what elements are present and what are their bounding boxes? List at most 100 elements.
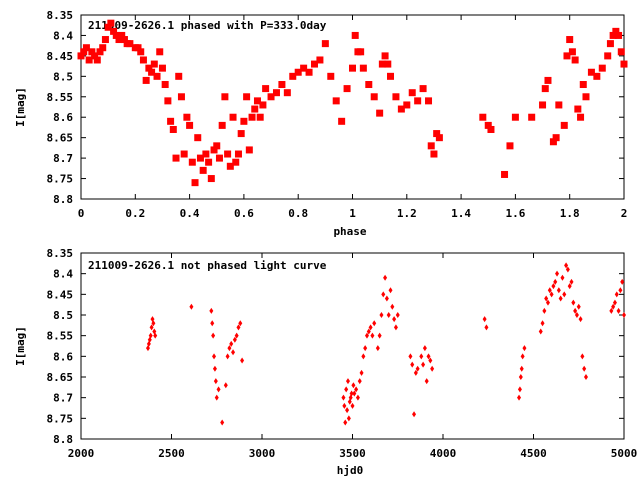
phased-data-point: [161, 81, 169, 89]
phased-data-point: [221, 93, 229, 101]
unphased-ticks: 2000 2500 3000 3500 4000 4500 5000 8.35 8.4 8.45 8…: [47, 247, 638, 460]
unphased-y-tick-label: 8.6: [53, 350, 73, 363]
unphased-data-point: [212, 365, 217, 372]
phased-data-point: [560, 121, 568, 129]
unphased-data-point: [350, 402, 355, 409]
unphased-data-point: [223, 382, 228, 389]
phased-data-point: [430, 150, 438, 158]
phased-y-tick-label: 8.4: [53, 29, 73, 42]
phased-data-point: [376, 109, 384, 117]
phased-data-point: [305, 68, 313, 76]
unphased-data-point: [622, 312, 626, 318]
unphased-data-point: [571, 299, 576, 306]
unphased-data-point: [614, 291, 619, 298]
unphased-data-point: [343, 419, 348, 426]
unphased-plot-title: 211009-2626.1 not phased light curve: [88, 259, 327, 272]
phased-data-point: [107, 19, 115, 27]
phased-data-point: [215, 154, 223, 162]
unphased-data-point: [359, 369, 364, 376]
unphased-data-point: [538, 328, 543, 335]
unphased-data-point: [549, 291, 554, 298]
unphased-data-point: [562, 291, 567, 298]
unphased-data-point: [153, 332, 158, 339]
phased-data-point: [606, 40, 614, 48]
unphased-data-point: [379, 312, 384, 318]
unphased-plot-frame: [80, 252, 625, 440]
phased-data-point: [93, 56, 101, 64]
phased-data-point: [245, 146, 253, 154]
phased-data-point: [511, 113, 519, 121]
unphased-data-point: [344, 386, 349, 393]
unphased-data-point: [428, 357, 433, 364]
unphased-data-point: [370, 332, 375, 339]
phased-data-point: [224, 150, 232, 158]
phased-data-point: [381, 52, 389, 60]
phased-data-point: [294, 68, 302, 76]
unphased-data-point: [484, 324, 489, 331]
unphased-data-point: [482, 316, 487, 323]
phased-data-point: [427, 142, 435, 150]
phased-data-point: [99, 44, 107, 52]
unphased-data-point: [232, 336, 237, 343]
phased-x-tick-label: 0.4: [180, 207, 200, 220]
phased-data-point: [218, 121, 226, 129]
unphased-data-point: [522, 345, 527, 352]
phased-data-point: [142, 76, 150, 84]
phased-data-point: [571, 56, 579, 64]
phased-data-point: [186, 121, 194, 129]
phased-data-point: [164, 97, 172, 105]
phased-data-point: [272, 89, 280, 97]
phased-data-point: [349, 64, 356, 72]
unphased-data-point: [519, 365, 524, 372]
unphased-data-point: [612, 299, 617, 306]
unphased-x-tick-label: 4000: [430, 447, 457, 460]
phased-data-point: [387, 72, 395, 80]
unphased-data-point: [395, 312, 400, 318]
phased-x-tick-label: 0.2: [125, 207, 145, 220]
phased-data-point: [126, 40, 134, 48]
unphased-data-point: [238, 320, 243, 327]
unphased-x-axis-label: hjd0: [337, 464, 364, 477]
phased-data-point: [487, 125, 495, 133]
unphased-data-point: [209, 307, 214, 314]
unphased-data-point: [366, 328, 371, 335]
unphased-data-point: [410, 361, 415, 368]
unphased-data-point: [364, 332, 369, 339]
phased-data-point: [213, 142, 221, 150]
unphased-data-point: [551, 283, 556, 290]
phased-data-point: [199, 166, 207, 174]
unphased-data-point: [354, 386, 359, 393]
phased-x-tick-label: 1: [349, 207, 356, 220]
unphased-data-point: [212, 353, 217, 360]
phased-data-point: [289, 72, 297, 80]
unphased-data-point: [558, 295, 563, 302]
unphased-data-point: [544, 295, 549, 302]
phased-data-point: [397, 105, 405, 113]
phased-data-point: [617, 48, 625, 56]
unphased-data-point: [216, 386, 221, 393]
phased-data-point: [338, 117, 346, 125]
unphased-data-point: [421, 361, 426, 368]
phased-plot-title: 211009-2626.1 phased with P=333.0day: [88, 19, 327, 32]
phased-data-point: [327, 72, 335, 80]
phased-data-point: [259, 101, 267, 109]
unphased-data-point: [148, 332, 153, 339]
phased-data-point: [593, 72, 601, 80]
unphased-data-point: [234, 332, 239, 339]
unphased-data-point: [351, 382, 356, 389]
phased-data-point: [82, 44, 90, 52]
unphased-data-point: [517, 394, 522, 401]
unphased-data-point: [355, 394, 360, 401]
unphased-data-point: [553, 278, 558, 285]
phased-data-point: [555, 101, 563, 109]
phased-data-point: [253, 97, 261, 105]
unphased-data-point: [542, 307, 547, 314]
phased-y-tick-label: 8.7: [53, 152, 73, 165]
phased-data-point: [359, 64, 367, 72]
phased-data-point: [243, 93, 251, 101]
phased-y-tick-label: 8.55: [47, 91, 74, 104]
phased-data-point: [172, 154, 180, 162]
unphased-data-point: [225, 353, 230, 360]
unphased-x-tick-label: 4500: [520, 447, 547, 460]
